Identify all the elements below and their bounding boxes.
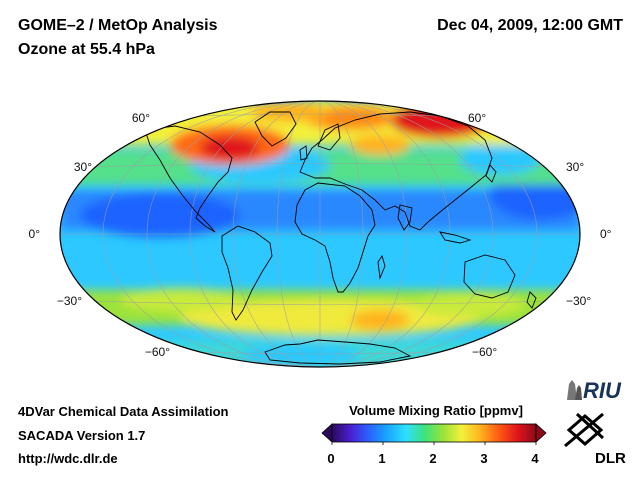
colorbar-title: Volume Mixing Ratio [ppmv]	[349, 403, 523, 418]
colorbar-tick-label: 2	[429, 451, 437, 466]
coastline-uk	[299, 145, 308, 161]
riu-logo-text: RIU	[583, 378, 622, 403]
lat-label-left-30: 30°	[74, 160, 92, 174]
colorbar-tick-label: 4	[531, 451, 539, 466]
lat-label-right-30: 30°	[566, 160, 584, 174]
coastline-antarctica	[264, 339, 412, 365]
coastlines	[144, 111, 537, 365]
coastline-japan	[485, 164, 497, 183]
colorbar-tick-label: 3	[480, 451, 488, 466]
lat-label-right-60: 60°	[468, 111, 486, 125]
lat-label-right-0: 0°	[600, 227, 612, 241]
coastline-new-zealand	[526, 291, 537, 309]
coastline-eurasia	[299, 111, 493, 231]
globe-outline	[59, 100, 581, 368]
coastline-indonesia	[439, 231, 472, 244]
colorbar	[321, 423, 547, 445]
coastline-africa	[294, 182, 376, 293]
cathedral-icon	[567, 380, 577, 400]
colorbar-tick-label: 1	[378, 451, 386, 466]
lat-label-left-60: 60°	[132, 111, 150, 125]
colorbar-over-arrow	[535, 423, 547, 443]
footer-line-version: SACADA Version 1.7	[18, 428, 146, 443]
colorbar-gradient	[331, 423, 537, 443]
coastline-greenland	[254, 111, 297, 147]
coastline-madagascar	[377, 254, 386, 280]
footer-line-assimilation: 4DVar Chemical Data Assimilation	[18, 404, 229, 419]
lat-label-left-0: 0°	[29, 227, 41, 241]
lat-label-right-minus30: −30°	[566, 294, 591, 308]
coastline-australia	[463, 254, 516, 299]
colorbar-tick-label: 0	[327, 451, 335, 466]
map-subtitle: Ozone at 55.4 hPa	[18, 41, 155, 58]
footer-link-url[interactable]: http://wdc.dlr.de	[18, 451, 118, 466]
colorbar-under-arrow	[321, 423, 333, 443]
map-title: GOME–2 / MetOp Analysis	[18, 17, 218, 34]
coastline-india	[397, 204, 413, 231]
logos[interactable]: RIU DLR	[555, 368, 635, 468]
riu-logo[interactable]: RIU	[567, 378, 622, 403]
analysis-datetime: Dec 04, 2009, 12:00 GMT	[437, 17, 623, 34]
lat-label-right-minus60: −60°	[472, 345, 497, 359]
lat-label-left-minus60: −60°	[145, 345, 170, 359]
coastline-south-america	[221, 225, 273, 321]
coastline-north-america	[144, 125, 233, 233]
lat-label-left-minus30: −30°	[57, 294, 82, 308]
dlr-logo[interactable]: DLR	[564, 412, 626, 467]
dlr-emblem-icon	[564, 412, 605, 448]
coastline-scandinavia	[317, 123, 341, 151]
ozone-map: 60° 30° 0° −30° −60° 60° 30° 0° −30° −60…	[29, 100, 612, 368]
dlr-logo-text: DLR	[595, 450, 626, 467]
